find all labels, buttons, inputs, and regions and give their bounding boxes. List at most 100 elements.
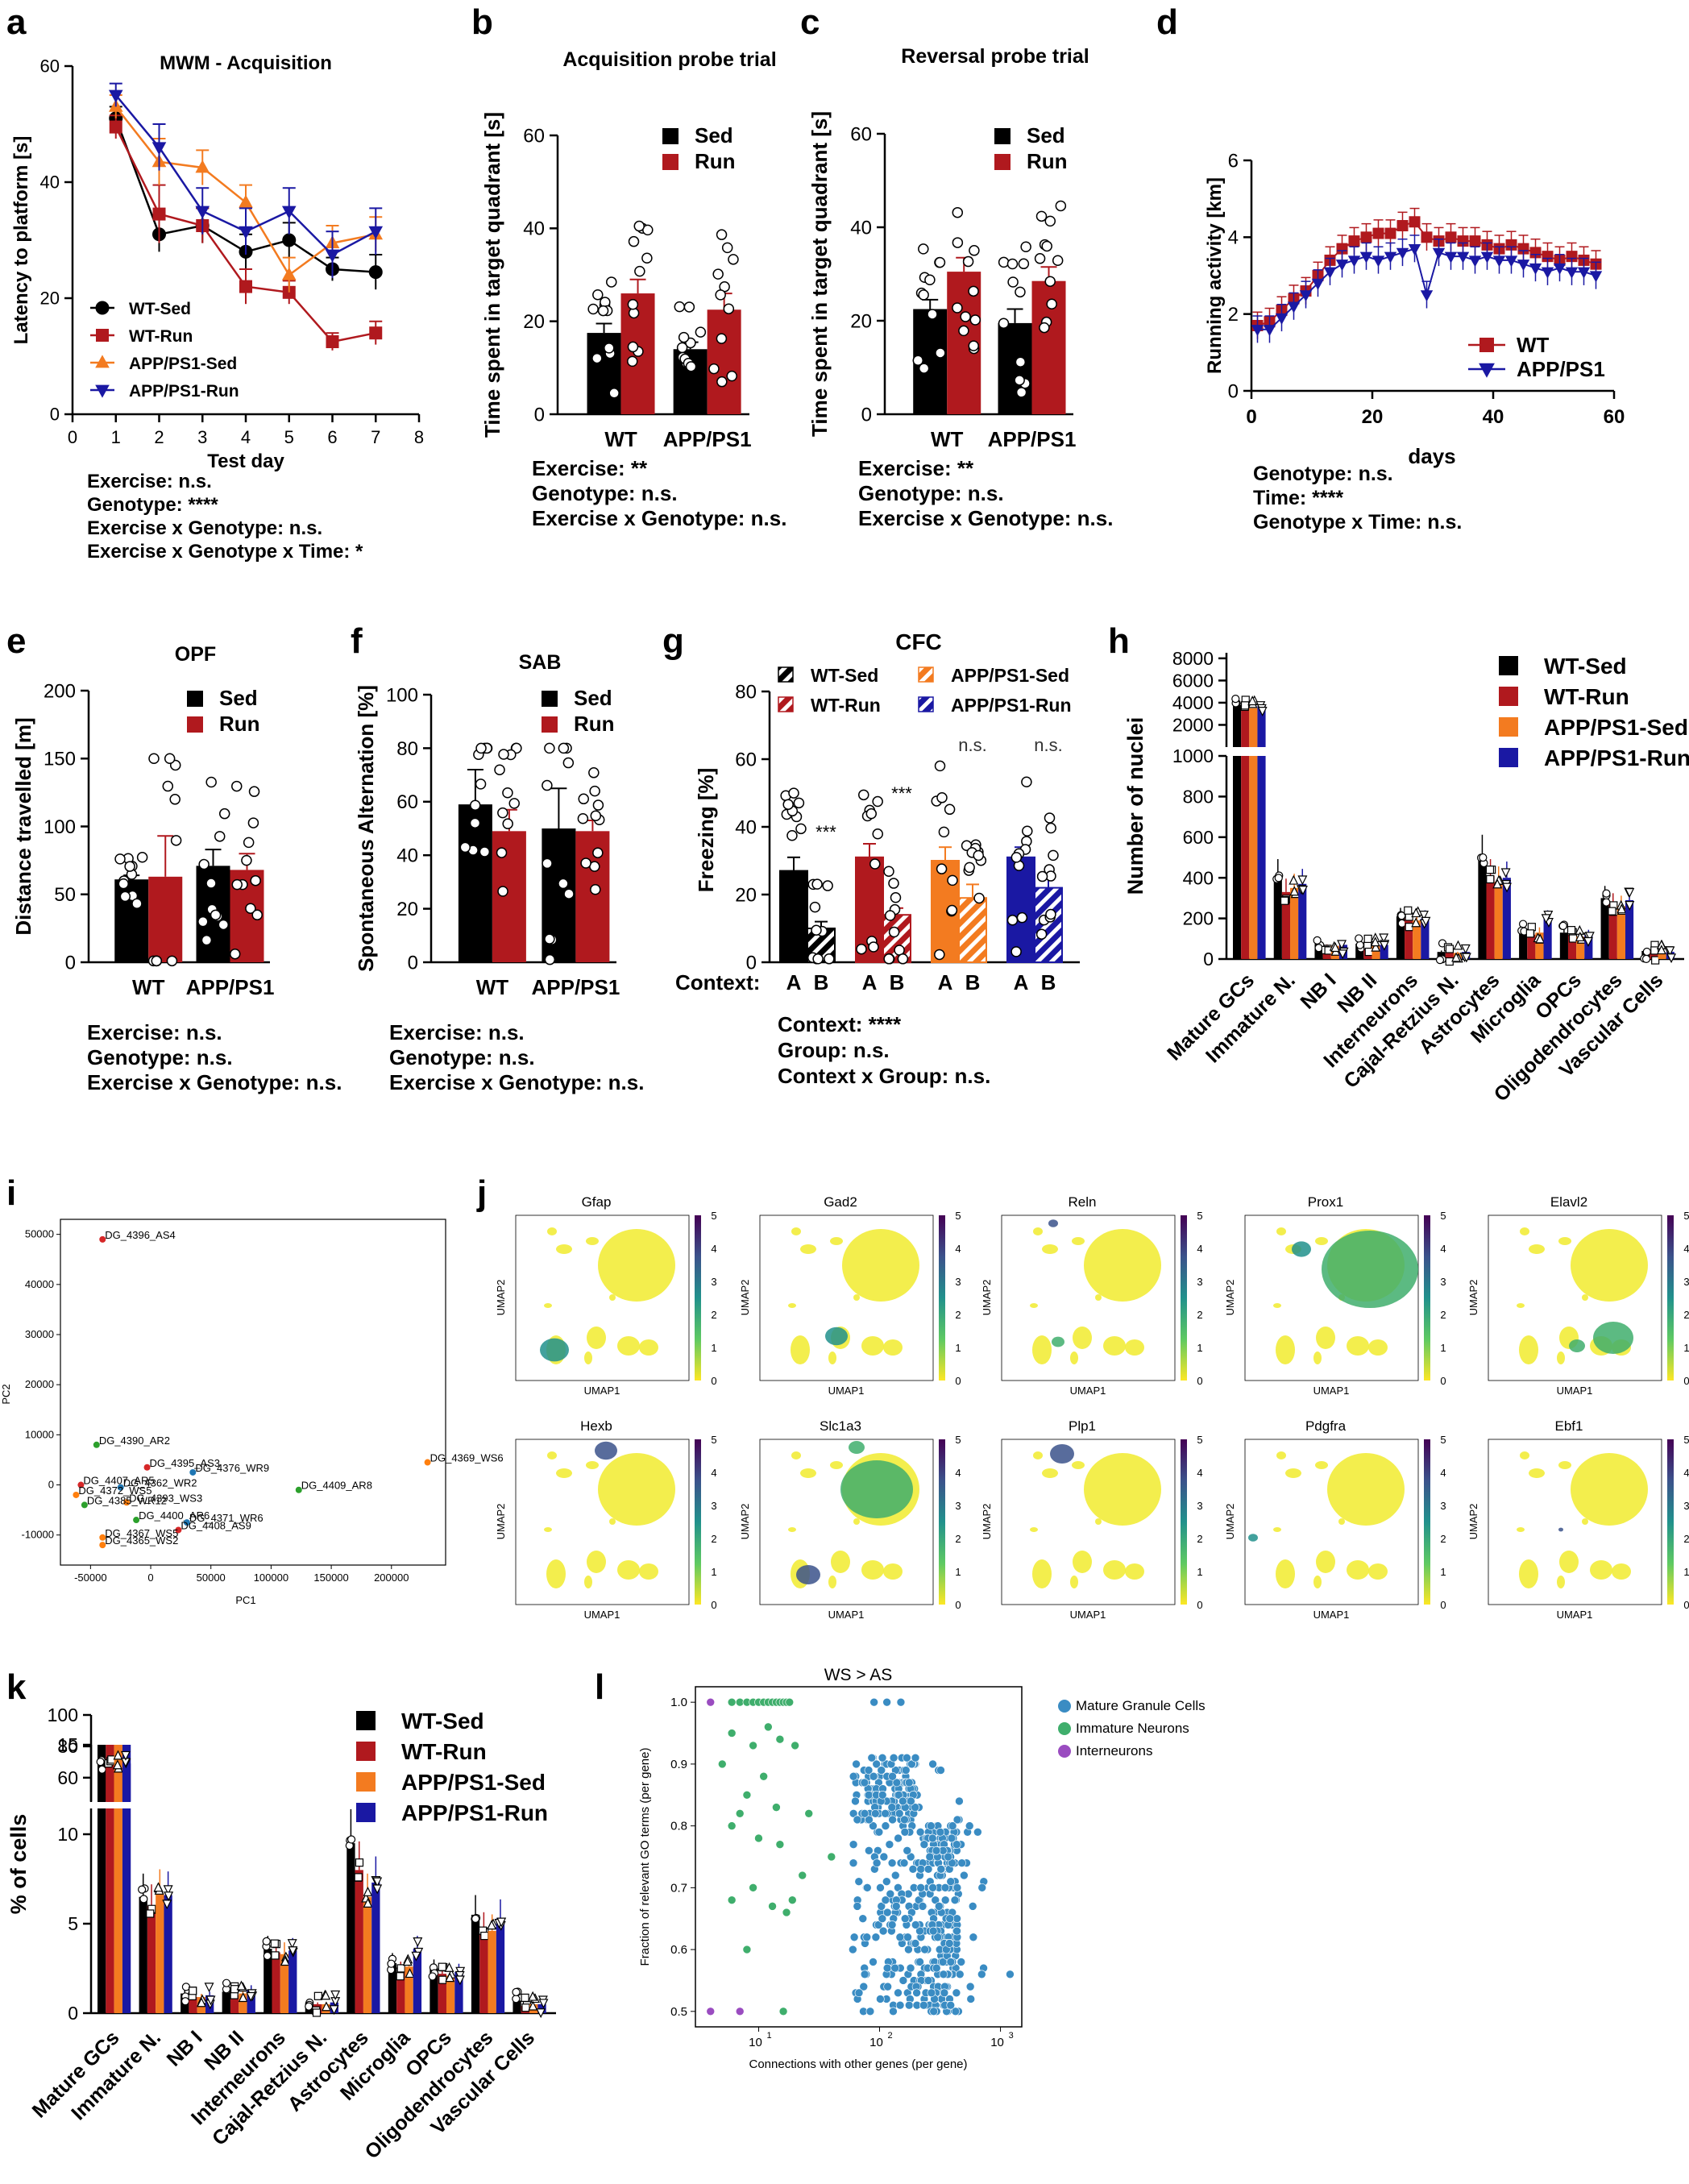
- individual-point: [169, 794, 181, 805]
- umap-cluster: [1103, 1560, 1126, 1580]
- chart-title: CFC: [895, 629, 942, 654]
- individual-point: [363, 1886, 373, 1896]
- bar: [106, 1765, 114, 1801]
- legend-swatch: [356, 1772, 376, 1792]
- y-tick-label: 10: [57, 1824, 78, 1845]
- individual-point: [280, 1956, 290, 1966]
- colorbar-tick: 5: [711, 1434, 716, 1446]
- colorbar-tick: 2: [1197, 1309, 1202, 1321]
- mature-granule-point: [854, 1877, 864, 1886]
- data-point: [1529, 263, 1542, 275]
- legend-label: APP/PS1-Run: [401, 1800, 548, 1825]
- y-axis-label: Freezing [%]: [694, 768, 718, 893]
- colorbar-tick: 0: [1197, 1599, 1202, 1611]
- individual-point: [475, 779, 487, 790]
- bar: [1486, 875, 1495, 959]
- legend-swatch: [994, 154, 1010, 170]
- y-tick-label: 60: [57, 1767, 78, 1788]
- x-category-label: NB I: [163, 2026, 207, 2070]
- y-tick-label: 100: [386, 684, 418, 706]
- pca-point-label: DG_4362_WR2: [123, 1477, 197, 1489]
- mature-granule-point: [877, 1902, 886, 1911]
- mature-granule-point: [957, 1858, 966, 1867]
- mature-granule-point: [1006, 1970, 1015, 1979]
- individual-point: [812, 953, 824, 965]
- individual-point: [372, 1884, 383, 1895]
- stats-line: Genotype: n.s.: [858, 481, 1004, 505]
- x-category-label: A: [786, 970, 802, 994]
- individual-point: [98, 1765, 106, 1774]
- pca-point: [424, 1459, 431, 1466]
- mature-granule-point: [936, 1865, 946, 1874]
- individual-point: [726, 370, 737, 382]
- x-tick-label: 60: [1604, 406, 1625, 428]
- umap-x-label: UMAP1: [584, 1385, 620, 1397]
- individual-point: [471, 1914, 480, 1923]
- x-tick-label: 20: [1362, 406, 1384, 428]
- y-tick-label: 0.7: [670, 1881, 687, 1895]
- legend-label: Interneurons: [1076, 1743, 1152, 1758]
- data-point: [1384, 227, 1396, 239]
- pca-point-label: DG_4407_AR5: [83, 1475, 154, 1487]
- data-point: [1468, 255, 1482, 268]
- umap-cluster: [1612, 1563, 1631, 1580]
- umap-cluster: [586, 1461, 599, 1469]
- mature-granule-point: [907, 1796, 915, 1806]
- mature-granule-point: [881, 1821, 890, 1830]
- colorbar-tick: 4: [711, 1467, 716, 1479]
- stats-line: Context x Group: n.s.: [778, 1064, 990, 1088]
- data-point: [1421, 231, 1433, 243]
- x-tick-label: 10: [869, 2036, 883, 2049]
- legend-marker: [1058, 1700, 1071, 1713]
- individual-point: [1379, 940, 1389, 951]
- legend-label: Run: [695, 149, 736, 173]
- colorbar: [1181, 1215, 1187, 1381]
- umap-gene-title: Prox1: [1308, 1194, 1343, 1210]
- colorbar-tick: 3: [711, 1500, 716, 1512]
- bar: [1567, 934, 1577, 959]
- pca-point: [99, 1534, 106, 1541]
- bar: [230, 1995, 239, 2013]
- y-tick-label: 60: [735, 749, 757, 770]
- legend-swatch: [778, 696, 794, 712]
- individual-point: [512, 1987, 521, 1997]
- mature-granule-point: [878, 1790, 887, 1800]
- mature-granule-point: [923, 1865, 933, 1874]
- colorbar-tick: 5: [955, 1434, 961, 1446]
- data-point: [1565, 267, 1579, 279]
- mature-granule-point: [946, 1958, 956, 1966]
- individual-point: [626, 355, 638, 367]
- umap-cluster: [800, 1468, 816, 1478]
- individual-point: [321, 1990, 331, 2000]
- mature-granule-point: [882, 1877, 891, 1886]
- umap-cluster: [1368, 1563, 1388, 1580]
- umap-cluster: [1529, 1244, 1545, 1254]
- individual-point: [469, 817, 481, 829]
- colorbar-tick: 5: [955, 1210, 961, 1222]
- individual-point: [1650, 946, 1659, 955]
- colorbar-tick: 0: [711, 1599, 716, 1611]
- individual-point: [124, 861, 135, 872]
- individual-point: [497, 886, 508, 897]
- mature-granule-point: [878, 1753, 887, 1763]
- bar: [1257, 756, 1266, 959]
- individual-point: [263, 1951, 272, 1961]
- bar: [355, 1870, 363, 2013]
- data-point: [1504, 255, 1518, 268]
- individual-point: [498, 749, 509, 760]
- individual-point: [1411, 917, 1421, 928]
- y-tick-label: 20: [40, 289, 60, 309]
- individual-point: [685, 361, 697, 372]
- individual-point: [396, 1972, 405, 1981]
- individual-point: [590, 810, 602, 821]
- umap-cluster: [1520, 1451, 1529, 1459]
- individual-point: [822, 880, 833, 891]
- umap-gene-title: Ebf1: [1555, 1418, 1583, 1434]
- individual-point: [888, 926, 900, 938]
- mature-granule-point: [940, 1988, 949, 1998]
- panel-letter-b: b: [471, 2, 493, 42]
- individual-point: [1363, 934, 1372, 944]
- umap-cluster: [1347, 1336, 1369, 1356]
- umap-cluster: [1313, 1352, 1322, 1364]
